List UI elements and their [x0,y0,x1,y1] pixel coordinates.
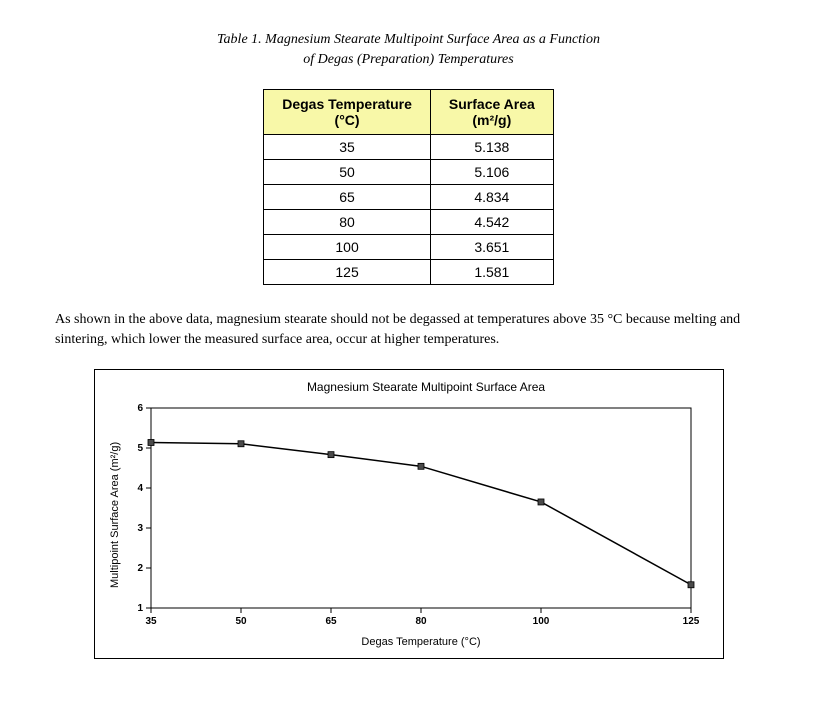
cell-temp: 35 [264,135,431,160]
y-axis-label: Multipoint Surface Area (m²/g) [105,400,121,630]
cell-area: 1.581 [430,260,553,285]
y-tick-label: 6 [137,403,143,414]
body-paragraph: As shown in the above data, magnesium st… [55,310,762,349]
cell-temp: 50 [264,160,431,185]
table-row: 1003.651 [264,235,554,260]
x-tick-label: 125 [682,616,699,627]
x-tick-label: 35 [145,616,157,627]
cell-area: 4.542 [430,210,553,235]
caption-line2: of Degas (Preparation) Temperatures [303,52,513,67]
chart-container: Magnesium Stearate Multipoint Surface Ar… [94,369,724,659]
data-marker [418,464,424,470]
x-axis-label: Degas Temperature (°C) [135,636,708,648]
cell-area: 5.138 [430,135,553,160]
data-marker [328,452,334,458]
col-unit-temp: (°C) [335,112,360,128]
cell-area: 5.106 [430,160,553,185]
table-row: 654.834 [264,185,554,210]
y-tick-label: 4 [137,483,143,494]
surface-area-table: Degas Temperature (°C) Surface Area (m²/… [263,89,554,285]
cell-temp: 125 [264,260,431,285]
table-row: 1251.581 [264,260,554,285]
cell-temp: 65 [264,185,431,210]
col-header-temp: Degas Temperature (°C) [264,90,431,135]
x-tick-label: 80 [415,616,427,627]
data-marker [238,441,244,447]
cell-temp: 100 [264,235,431,260]
table-body: 355.138 505.106 654.834 804.542 1003.651… [264,135,554,285]
table-caption: Table 1. Magnesium Stearate Multipoint S… [50,30,767,69]
data-marker [148,440,154,446]
cell-area: 3.651 [430,235,553,260]
caption-line1: Table 1. Magnesium Stearate Multipoint S… [217,32,600,47]
table-header-row: Degas Temperature (°C) Surface Area (m²/… [264,90,554,135]
table-row: 505.106 [264,160,554,185]
chart-title: Magnesium Stearate Multipoint Surface Ar… [145,380,708,394]
col-title-temp: Degas Temperature [282,96,412,112]
cell-area: 4.834 [430,185,553,210]
chart-svg: 1 2 3 4 5 6 35 50 65 80 100 125 [121,400,701,630]
table-row: 355.138 [264,135,554,160]
data-marker [538,499,544,505]
col-header-area: Surface Area (m²/g) [430,90,553,135]
data-marker [688,582,694,588]
x-tick-label: 100 [532,616,549,627]
table-row: 804.542 [264,210,554,235]
y-tick-label: 2 [137,563,143,574]
y-tick-label: 5 [137,443,143,454]
document-page: Table 1. Magnesium Stearate Multipoint S… [0,0,817,679]
cell-temp: 80 [264,210,431,235]
col-title-area: Surface Area [449,96,535,112]
x-tick-label: 65 [325,616,337,627]
col-unit-area: (m²/g) [472,112,511,128]
y-tick-label: 1 [137,603,143,614]
y-tick-label: 3 [137,523,143,534]
x-tick-label: 50 [235,616,247,627]
